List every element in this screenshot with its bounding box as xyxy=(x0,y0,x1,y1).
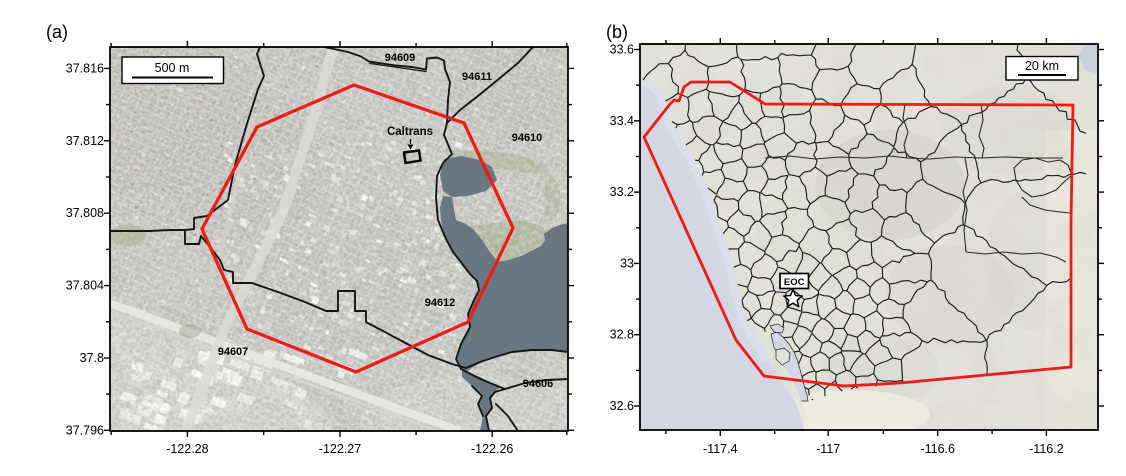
svg-text:EOC: EOC xyxy=(784,277,805,288)
svg-text:-117.4: -117.4 xyxy=(703,442,738,456)
svg-text:32.6: 32.6 xyxy=(610,399,634,413)
svg-text:-117: -117 xyxy=(816,442,840,456)
svg-text:33.4: 33.4 xyxy=(610,114,634,128)
svg-text:-116.6: -116.6 xyxy=(920,442,955,456)
svg-text:20 km: 20 km xyxy=(1025,59,1059,73)
svg-text:37.808: 37.808 xyxy=(66,206,104,220)
svg-text:33.6: 33.6 xyxy=(610,43,634,57)
svg-text:32.8: 32.8 xyxy=(610,328,634,342)
svg-text:94612: 94612 xyxy=(425,297,456,309)
svg-text:-122.26: -122.26 xyxy=(471,442,513,456)
svg-text:(b): (b) xyxy=(606,22,628,42)
svg-text:500 m: 500 m xyxy=(155,61,190,75)
svg-text:94611: 94611 xyxy=(462,71,492,83)
svg-text:-122.27: -122.27 xyxy=(319,442,361,456)
svg-text:94610: 94610 xyxy=(512,132,543,144)
svg-text:Caltrans: Caltrans xyxy=(387,126,433,138)
svg-text:33: 33 xyxy=(620,256,634,270)
svg-text:(a): (a) xyxy=(46,22,68,42)
svg-text:94606: 94606 xyxy=(523,378,554,390)
svg-text:33.2: 33.2 xyxy=(610,185,634,199)
svg-text:37.796: 37.796 xyxy=(66,423,104,437)
svg-text:-122.28: -122.28 xyxy=(166,442,208,456)
svg-text:37.804: 37.804 xyxy=(66,279,104,293)
svg-text:94607: 94607 xyxy=(218,346,249,358)
svg-text:37.816: 37.816 xyxy=(66,61,104,75)
svg-text:94609: 94609 xyxy=(385,52,416,64)
svg-text:37.812: 37.812 xyxy=(66,134,104,148)
svg-text:37.8: 37.8 xyxy=(80,351,104,365)
svg-text:-116.2: -116.2 xyxy=(1029,442,1064,456)
